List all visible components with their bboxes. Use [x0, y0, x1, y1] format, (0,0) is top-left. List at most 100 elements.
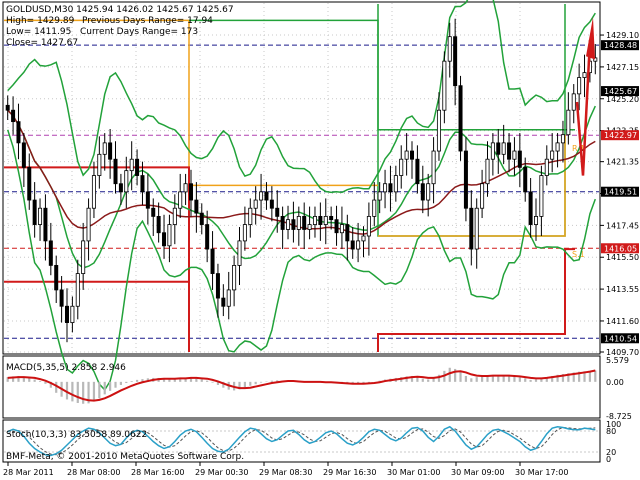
- candle-body: [463, 150, 468, 209]
- candle-body: [329, 215, 334, 221]
- candle-body: [264, 191, 269, 201]
- candle-body: [70, 305, 75, 323]
- candle-body: [528, 191, 533, 225]
- candle-body: [280, 215, 285, 230]
- red-support-line-1: [4, 166, 190, 352]
- price-tick-label: 1411.60: [606, 317, 639, 326]
- candle-body: [512, 150, 517, 160]
- stoch-axis-label: 20: [606, 448, 616, 457]
- candle-body: [75, 273, 80, 307]
- candle-body: [383, 183, 388, 193]
- stoch-signal-line: [7, 426, 596, 456]
- candle-body: [215, 273, 220, 299]
- price-tag: [601, 40, 639, 51]
- candle-body: [544, 158, 549, 176]
- candle-body: [226, 289, 231, 307]
- candle-body: [436, 109, 441, 152]
- time-tick-label: 29 Mar 16:30: [323, 468, 376, 477]
- time-tick-label: 28 Mar 16:00: [131, 468, 184, 477]
- candle-body: [350, 240, 355, 250]
- candle-body: [178, 191, 183, 209]
- stoch-axis-label: 100: [606, 420, 621, 429]
- candle-body: [577, 77, 582, 95]
- candle-body: [16, 121, 21, 144]
- candle-body: [507, 142, 512, 160]
- candle-body: [415, 158, 420, 185]
- red-support-line-3: [377, 248, 575, 352]
- candle-body: [43, 207, 48, 242]
- candle-body: [345, 224, 350, 242]
- price-tag-label: 1410.54: [604, 334, 637, 343]
- price-tick-label: 1413.55: [606, 285, 639, 294]
- candle-body: [81, 240, 86, 274]
- moving-average-line: [7, 109, 596, 235]
- candle-body: [539, 175, 544, 217]
- candle-body: [108, 142, 113, 160]
- forecast-arrow: [575, 17, 595, 176]
- price-tick-label: 1417.45: [606, 221, 639, 230]
- macd-label: MACD(5,35,5) 2.858 2.946: [6, 363, 126, 373]
- candle-body: [571, 93, 576, 111]
- time-tick-label: 30 Mar 17:00: [515, 468, 568, 477]
- stoch-panel-frame: [2, 419, 601, 463]
- day-low-box: [378, 134, 566, 237]
- macd-axis-label: -8.725: [606, 412, 632, 421]
- forecast-arrow-line: [575, 39, 592, 176]
- candle-body: [334, 219, 339, 234]
- candle-body: [232, 265, 237, 291]
- time-tick-label: 29 Mar 00:30: [195, 468, 248, 477]
- candle-body: [183, 183, 188, 193]
- candle-body: [523, 166, 528, 193]
- candle-body: [205, 224, 210, 250]
- low-value: Low= 1411.95: [6, 27, 71, 37]
- candle-body: [140, 175, 145, 193]
- candle-body: [248, 207, 253, 225]
- candle-body: [550, 150, 555, 160]
- close-value: Close= 1427.67: [6, 38, 78, 48]
- price-tick-label: 1415.50: [606, 253, 639, 262]
- candle-body: [269, 199, 274, 209]
- candle-body: [296, 215, 301, 230]
- forecast-arrow-head: [586, 17, 595, 60]
- moving-average: [7, 109, 596, 235]
- candle-body: [555, 142, 560, 152]
- current-days-range: Current Days Range= 173: [80, 27, 198, 37]
- price-tag: [601, 333, 639, 344]
- candle-body: [21, 142, 26, 168]
- candle-body: [426, 183, 431, 201]
- price-tag: [601, 186, 639, 197]
- price-tick-label: 1409.70: [606, 348, 639, 357]
- candle-body: [97, 153, 102, 176]
- candle-body: [582, 72, 587, 78]
- candle-body: [307, 224, 312, 230]
- candle-body: [113, 158, 118, 185]
- candle-body: [560, 134, 565, 144]
- candle-body: [404, 150, 409, 160]
- candle-body: [172, 207, 177, 225]
- candle-body: [474, 207, 479, 250]
- candle-body: [102, 142, 107, 155]
- day-high-box: [377, 4, 566, 131]
- bollinger-upper-band: [7, 0, 596, 194]
- candle-body: [118, 183, 123, 193]
- candle-body: [237, 240, 242, 266]
- stoch-axis-label: 0: [606, 455, 611, 464]
- price-tag: [601, 243, 639, 254]
- candle-body: [442, 60, 447, 111]
- time-tick-label: 28 Mar 08:00: [67, 468, 120, 477]
- candle-body: [372, 199, 377, 217]
- time-tick-label: 28 Mar 2011: [3, 468, 54, 477]
- candle-body: [275, 207, 280, 217]
- horizontal-levels: R.1S.1: [4, 44, 599, 339]
- macd-indicator: 5.579 0.00 -8.725: [6, 356, 632, 421]
- candle-body: [124, 170, 129, 193]
- candle-body: [485, 158, 490, 185]
- candle-body: [145, 191, 150, 209]
- candle-body: [188, 183, 193, 201]
- pivot-level-label: S.1: [572, 250, 585, 259]
- candle-body: [221, 297, 226, 307]
- candle-body: [253, 199, 258, 209]
- candle-body: [501, 142, 506, 155]
